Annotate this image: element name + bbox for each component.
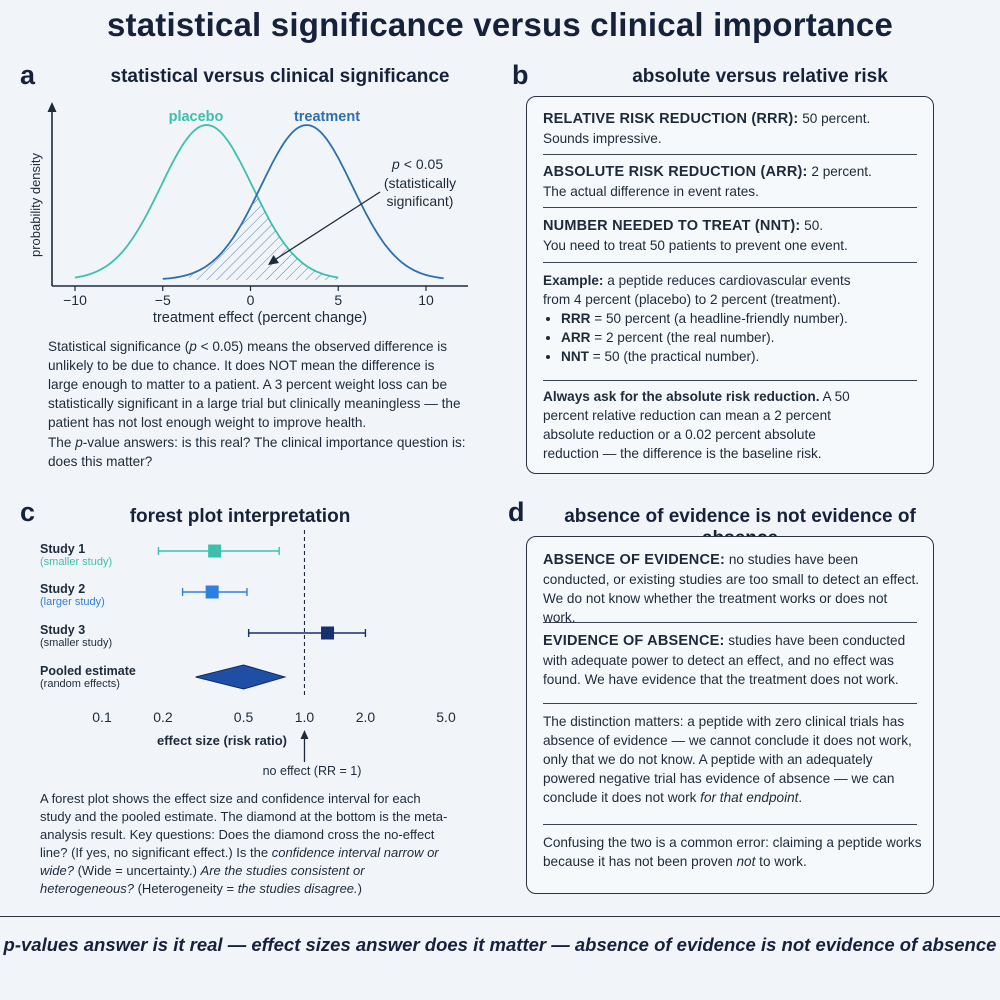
- page-title: statistical significance versus clinical…: [106, 6, 894, 43]
- y-axis-label: probability density: [28, 152, 43, 257]
- forest-tick-label: 2.0: [356, 709, 376, 725]
- x-tick-label: 5: [334, 292, 342, 308]
- forest-x-label: effect size (risk ratio): [157, 733, 287, 748]
- example-bullet-rrr: RRR = 50 percent (a headline-friendly nu…: [561, 309, 873, 328]
- treatment-curve: [162, 124, 444, 280]
- overlap-region: [189, 195, 339, 280]
- x-tick-label: 0: [247, 292, 255, 308]
- footer-divider: [0, 916, 1000, 917]
- example-bullet-nnt: NNT = 50 (the practical number).: [561, 347, 873, 366]
- y-axis-arrow-icon: [47, 102, 57, 112]
- panel-a-title: statistical versus clinical significance: [110, 66, 450, 87]
- panel-a-letter: a: [20, 60, 36, 90]
- arr-block: ABSOLUTE RISK REDUCTION (ARR): 2 percent…: [543, 164, 872, 199]
- panel-b-box: RELATIVE RISK REDUCTION (RRR): 50 percen…: [526, 96, 934, 474]
- pooled-diamond: [195, 664, 287, 690]
- forest-tick-label: 1.0: [295, 709, 315, 725]
- forest-tick-label: 0.5: [234, 709, 254, 725]
- confusing-block: Confusing the two is a common error: cla…: [543, 835, 922, 869]
- forest-tick-label: 5.0: [436, 709, 456, 725]
- placebo-curve: [74, 124, 339, 279]
- panel-d-letter: d: [508, 497, 525, 527]
- pooled-label: Pooled estimate (random effects): [40, 664, 136, 690]
- x-tick-label: 10: [418, 292, 434, 308]
- annotation-arrowhead-icon: [268, 255, 279, 265]
- rrr-block: RELATIVE RISK REDUCTION (RRR): 50 percen…: [543, 111, 871, 146]
- panel-c-title: forest plot interpretation: [129, 506, 351, 527]
- panel-c-letter: c: [20, 497, 36, 527]
- absence-of-evidence-block: ABSENCE OF EVIDENCE: no studies have bee…: [543, 552, 920, 625]
- example-block: Example: a peptide reduces cardiovascula…: [543, 271, 873, 366]
- study-1-point: [208, 544, 222, 558]
- placebo-label: placebo: [169, 109, 224, 125]
- forest-plot: 0.1 0.2 0.5 1.0 2.0 5.0 effect size (risk rat…: [92, 530, 456, 778]
- annotation-line2: (statistically: [384, 175, 456, 191]
- footer-summary: p-values answer is it real — effect size…: [3, 934, 997, 955]
- study-1-label: Study 1 (smaller study): [40, 542, 113, 568]
- distribution-chart: probability density −10 −5 0 5 10 treatment …: [28, 102, 468, 326]
- distinction-block: The distinction matters: a peptide with …: [543, 714, 912, 805]
- study-2-point: [205, 585, 219, 599]
- study-2-label: Study 2 (larger study): [40, 582, 105, 608]
- nnt-block: NUMBER NEEDED TO TREAT (NNT): 50. You ne…: [543, 218, 848, 253]
- panel-b-letter: b: [512, 60, 529, 90]
- annotation-arrow: [272, 191, 381, 262]
- no-effect-label: no effect (RR = 1): [263, 764, 362, 778]
- panel-a-text-1: Statistical significance (p < 0.05) mean…: [48, 339, 461, 430]
- example-bullet-arr: ARR = 2 percent (the real number).: [561, 328, 873, 347]
- study-3-label: Study 3 (smaller study): [40, 623, 113, 649]
- treatment-label: treatment: [294, 109, 360, 125]
- panel-c-text: A forest plot shows the effect size and …: [40, 791, 448, 896]
- forest-tick-label: 0.1: [92, 709, 112, 725]
- x-axis-label: treatment effect (percent change): [153, 310, 367, 326]
- annotation-line3: significant): [387, 193, 454, 209]
- advice-block: Always ask for the absolute risk reducti…: [543, 389, 850, 461]
- no-effect-arrowhead-icon: [300, 730, 309, 739]
- x-tick-label: −5: [155, 292, 171, 308]
- panel-d-box: ABSENCE OF EVIDENCE: no studies have bee…: [526, 536, 934, 894]
- x-tick-label: −10: [63, 292, 87, 308]
- forest-tick-label: 0.2: [153, 709, 173, 725]
- p-value-annotation: p < 0.05: [391, 156, 443, 172]
- panel-a-text-2: The p-value answers: is this real? The c…: [48, 435, 466, 469]
- study-3-point: [321, 626, 335, 640]
- panel-b-title: absolute versus relative risk: [632, 66, 888, 87]
- evidence-of-absence-block: EVIDENCE OF ABSENCE: studies have been c…: [543, 633, 906, 687]
